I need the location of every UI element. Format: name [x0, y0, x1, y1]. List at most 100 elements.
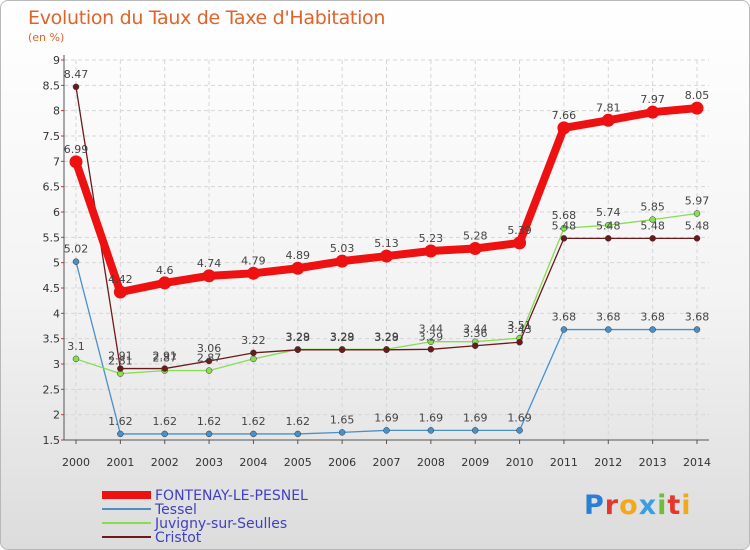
y-tick-label: 4.5 [43, 282, 61, 295]
y-tick-label: 3.5 [43, 333, 61, 346]
data-label: 3.06 [197, 342, 222, 355]
y-tick-label: 4 [53, 307, 60, 320]
data-label: 5.02 [64, 243, 89, 256]
data-label: 1.69 [507, 411, 532, 424]
data-label: 3.44 [463, 323, 488, 336]
data-label: 3.29 [286, 330, 311, 343]
data-point [605, 326, 612, 333]
legend-label: Juvigny-sur-Seulles [154, 516, 287, 532]
data-label: 1.69 [374, 411, 399, 424]
data-point [646, 105, 660, 119]
data-point [468, 241, 482, 255]
data-label: 3.68 [552, 311, 577, 324]
data-point [294, 346, 302, 354]
x-tick-label: 2012 [594, 456, 622, 469]
data-point [250, 430, 257, 438]
data-label: 4.74 [197, 257, 222, 270]
data-label: 3.68 [685, 311, 710, 324]
data-label: 5.48 [596, 219, 621, 232]
logo-letter: P [584, 490, 605, 521]
data-point [690, 101, 704, 115]
y-tick-label: 9 [53, 54, 60, 67]
x-tick-label: 2001 [106, 456, 134, 469]
data-point [72, 355, 80, 363]
data-label: 6.99 [64, 143, 89, 156]
data-label: 5.48 [685, 219, 710, 232]
x-tick-label: 2007 [373, 456, 401, 469]
data-point [158, 276, 172, 290]
data-point [294, 430, 302, 438]
data-point [693, 326, 701, 333]
data-label: 1.62 [241, 415, 266, 428]
data-point [250, 349, 257, 357]
logo-letter: i [657, 490, 668, 521]
data-point [246, 266, 260, 280]
data-label: 4.6 [156, 264, 174, 277]
data-label: 7.97 [640, 93, 665, 106]
data-label: 3.36 [463, 327, 488, 340]
data-point [471, 427, 479, 434]
data-point [516, 338, 523, 346]
x-tick-label: 2010 [506, 456, 534, 469]
data-label: 5.23 [419, 232, 444, 245]
x-tick-label: 2002 [151, 456, 179, 469]
data-point [205, 430, 213, 438]
data-point [117, 365, 124, 372]
data-label: 2.81 [108, 355, 133, 368]
y-tick-label: 7.5 [43, 130, 61, 143]
data-point [427, 338, 435, 345]
data-point [335, 254, 349, 268]
x-tick-label: 2013 [639, 456, 667, 469]
data-label: 3.28 [374, 331, 399, 344]
data-label: 4.89 [286, 249, 311, 262]
data-label: 4.42 [108, 273, 133, 286]
data-label: 3.68 [596, 311, 621, 324]
data-point [205, 357, 213, 365]
data-label: 5.85 [640, 201, 665, 214]
data-point [605, 235, 612, 242]
data-label: 5.48 [552, 219, 577, 232]
x-tick-label: 2009 [461, 456, 489, 469]
data-point [202, 269, 216, 283]
data-label: 2.91 [152, 350, 177, 363]
data-label: 5.39 [507, 224, 532, 237]
data-label: 3.1 [67, 340, 85, 353]
x-tick-label: 2011 [550, 456, 578, 469]
y-tick-label: 8.5 [43, 79, 61, 92]
data-label: 7.66 [552, 109, 577, 122]
data-label: 5.48 [640, 219, 665, 232]
logo-letter: i [681, 490, 692, 521]
data-point [649, 235, 656, 242]
data-point [338, 346, 346, 354]
data-point [605, 221, 612, 229]
data-label: 4.79 [241, 254, 266, 267]
data-point [471, 342, 479, 350]
data-point [513, 236, 527, 250]
data-label: 3.29 [330, 330, 355, 343]
x-tick-label: 2004 [239, 456, 267, 469]
data-point [560, 326, 568, 333]
data-label: 3.68 [640, 311, 665, 324]
data-point [338, 429, 346, 436]
data-point [72, 258, 80, 265]
data-point [383, 346, 390, 354]
data-label: 5.13 [374, 237, 399, 250]
data-label: 3.29 [419, 330, 444, 343]
data-point [560, 235, 568, 242]
logo-letter: t [667, 490, 682, 521]
y-tick-label: 6.5 [43, 181, 61, 194]
data-label: 2.87 [197, 352, 222, 365]
y-tick-label: 2 [53, 409, 60, 422]
data-point [250, 355, 257, 363]
y-tick-label: 1.5 [43, 434, 61, 447]
y-tick-label: 5.5 [43, 231, 61, 244]
y-tick-label: 3 [53, 358, 60, 371]
data-point [291, 261, 305, 275]
y-tick-label: 8 [53, 105, 60, 118]
data-point [383, 427, 390, 434]
x-tick-label: 2003 [195, 456, 223, 469]
data-point [424, 244, 438, 258]
legend-label: Tessel [154, 502, 197, 518]
